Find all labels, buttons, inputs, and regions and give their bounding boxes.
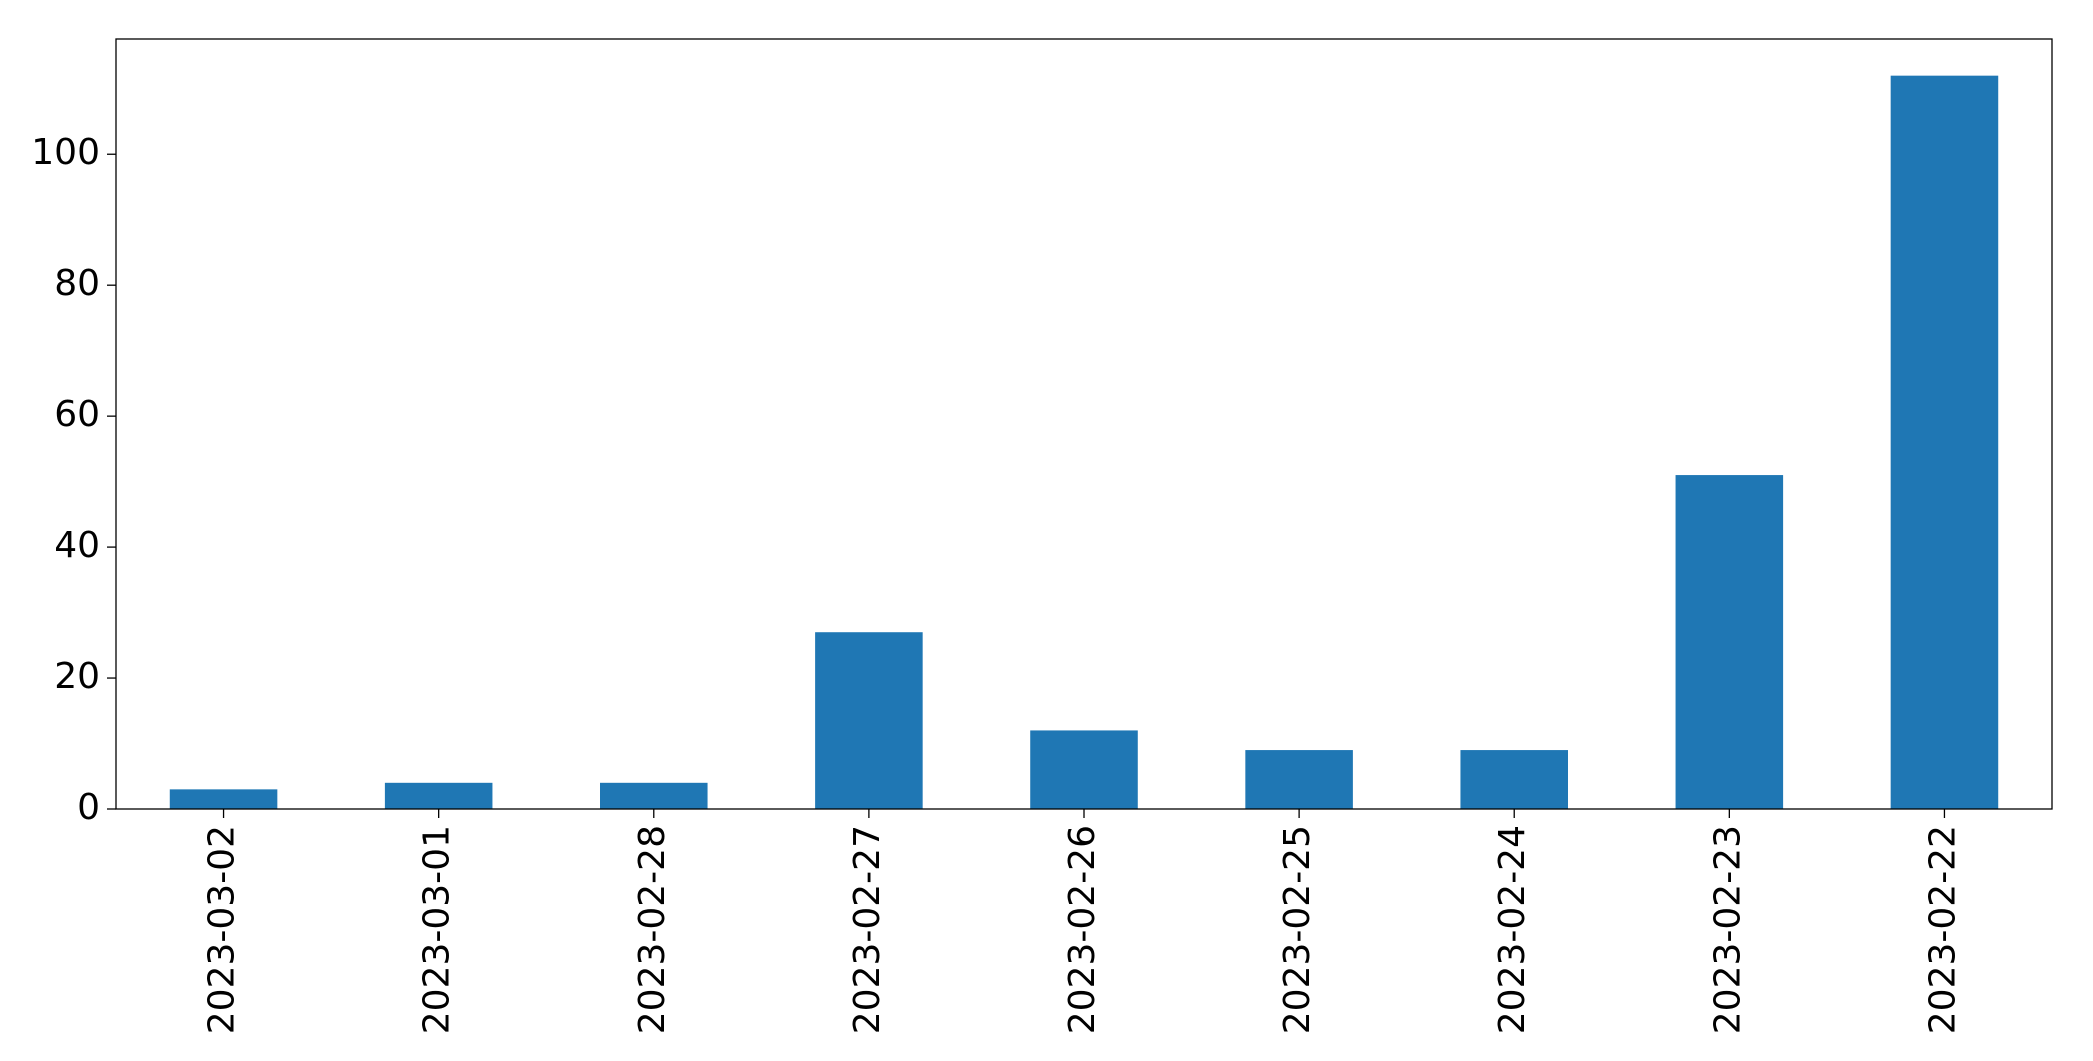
x-tick-label: 2023-02-27 (847, 825, 888, 1034)
bar (815, 632, 923, 809)
bar (1675, 475, 1784, 809)
bar (600, 782, 708, 809)
x-tick-label: 2023-02-22 (1922, 825, 1963, 1034)
x-tick-label: 2023-02-26 (1062, 825, 1103, 1034)
y-tick-label: 20 (54, 656, 100, 697)
plot-frame (115, 38, 2053, 810)
bar (1245, 750, 1353, 809)
x-tick-label: 2023-02-28 (632, 825, 673, 1034)
x-tick-label: 2023-02-24 (1492, 825, 1533, 1034)
y-tick-label: 80 (54, 263, 100, 304)
bar (169, 789, 278, 809)
y-tick-label: 60 (54, 394, 100, 435)
bar (1030, 730, 1138, 809)
y-tick-label: 40 (54, 525, 100, 566)
bar (1460, 750, 1568, 809)
y-tick-label: 100 (31, 132, 100, 173)
y-tick-label: 0 (77, 787, 100, 828)
bar (1890, 75, 1999, 809)
x-tick-label: 2023-03-01 (417, 825, 458, 1034)
bar (384, 782, 493, 809)
x-tick-label: 2023-03-02 (202, 825, 243, 1034)
x-tick-label: 2023-02-23 (1707, 825, 1748, 1034)
x-tick-label: 2023-02-25 (1277, 825, 1318, 1034)
